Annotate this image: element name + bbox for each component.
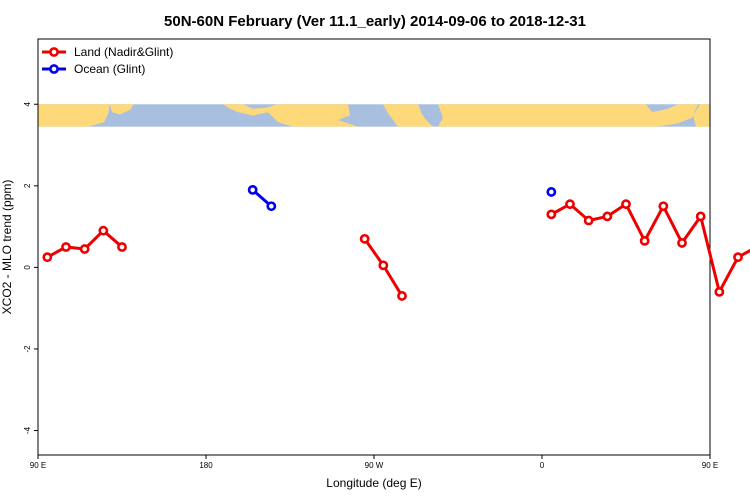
land-point-14 — [658, 201, 669, 212]
x-axis: 90 E 180 90 W 0 90 E — [30, 455, 718, 470]
land-point-11 — [602, 211, 613, 222]
land-point-16 — [695, 211, 706, 222]
map-land-4 — [438, 104, 698, 127]
land-point-4 — [117, 242, 127, 252]
land-point-7 — [397, 291, 407, 301]
land-point-17 — [714, 286, 725, 297]
land-point-0 — [42, 252, 53, 263]
y-tick-label-3: 2 — [23, 183, 32, 188]
x-tick-label-2: 90 W — [365, 461, 384, 470]
land-point-9 — [565, 199, 575, 210]
land-line-2 — [550, 202, 750, 294]
x-tick-label-3: 0 — [540, 461, 545, 470]
series-layer — [42, 185, 750, 301]
legend: Land (Nadir&Glint) Ocean (Glint) — [42, 45, 173, 76]
land-point-15 — [677, 238, 687, 248]
y-tick-label-2: 0 — [23, 265, 32, 270]
map-land-3 — [383, 104, 433, 127]
x-tick-label-0: 90 E — [30, 461, 46, 470]
land-point-6 — [378, 260, 389, 271]
chart-title: 50N-60N February (Ver 11.1_early) 2014-0… — [164, 13, 586, 30]
x-axis-label: Longitude (deg E) — [326, 476, 421, 490]
map-land-0 — [38, 104, 110, 127]
legend-ocean-label: Ocean (Glint) — [74, 62, 145, 76]
land-point-12 — [621, 199, 631, 210]
land-point-18 — [733, 252, 743, 263]
land-point-5 — [359, 233, 370, 244]
ocean-point-0 — [247, 185, 258, 195]
map-land-5 — [693, 104, 710, 127]
legend-land-marker — [49, 47, 59, 57]
map-land-2 — [223, 104, 358, 127]
map-land-1 — [110, 104, 134, 115]
y-axis: -4 -2 0 2 4 — [23, 101, 38, 434]
plot-frame — [37, 38, 711, 456]
legend-ocean-marker — [49, 64, 59, 74]
land-point-13 — [639, 235, 650, 246]
land-point-3 — [98, 225, 109, 236]
x-tick-label-1: 180 — [199, 461, 213, 470]
land-point-2 — [79, 244, 90, 254]
legend-land-label: Land (Nadir&Glint) — [74, 45, 173, 59]
ocean-point-1 — [266, 201, 277, 212]
land-point-10 — [583, 215, 594, 226]
y-tick-label-0: -4 — [23, 426, 32, 434]
x-tick-label-4: 90 E — [702, 461, 718, 470]
land-point-1 — [61, 242, 71, 252]
map-strip — [38, 104, 710, 127]
y-tick-label-1: -2 — [23, 345, 32, 353]
y-tick-label-4: 4 — [23, 101, 32, 106]
land-point-8 — [546, 209, 557, 220]
y-axis-label: XCO2 - MLO trend (ppm) — [0, 180, 14, 315]
ocean-point-2 — [546, 187, 557, 197]
